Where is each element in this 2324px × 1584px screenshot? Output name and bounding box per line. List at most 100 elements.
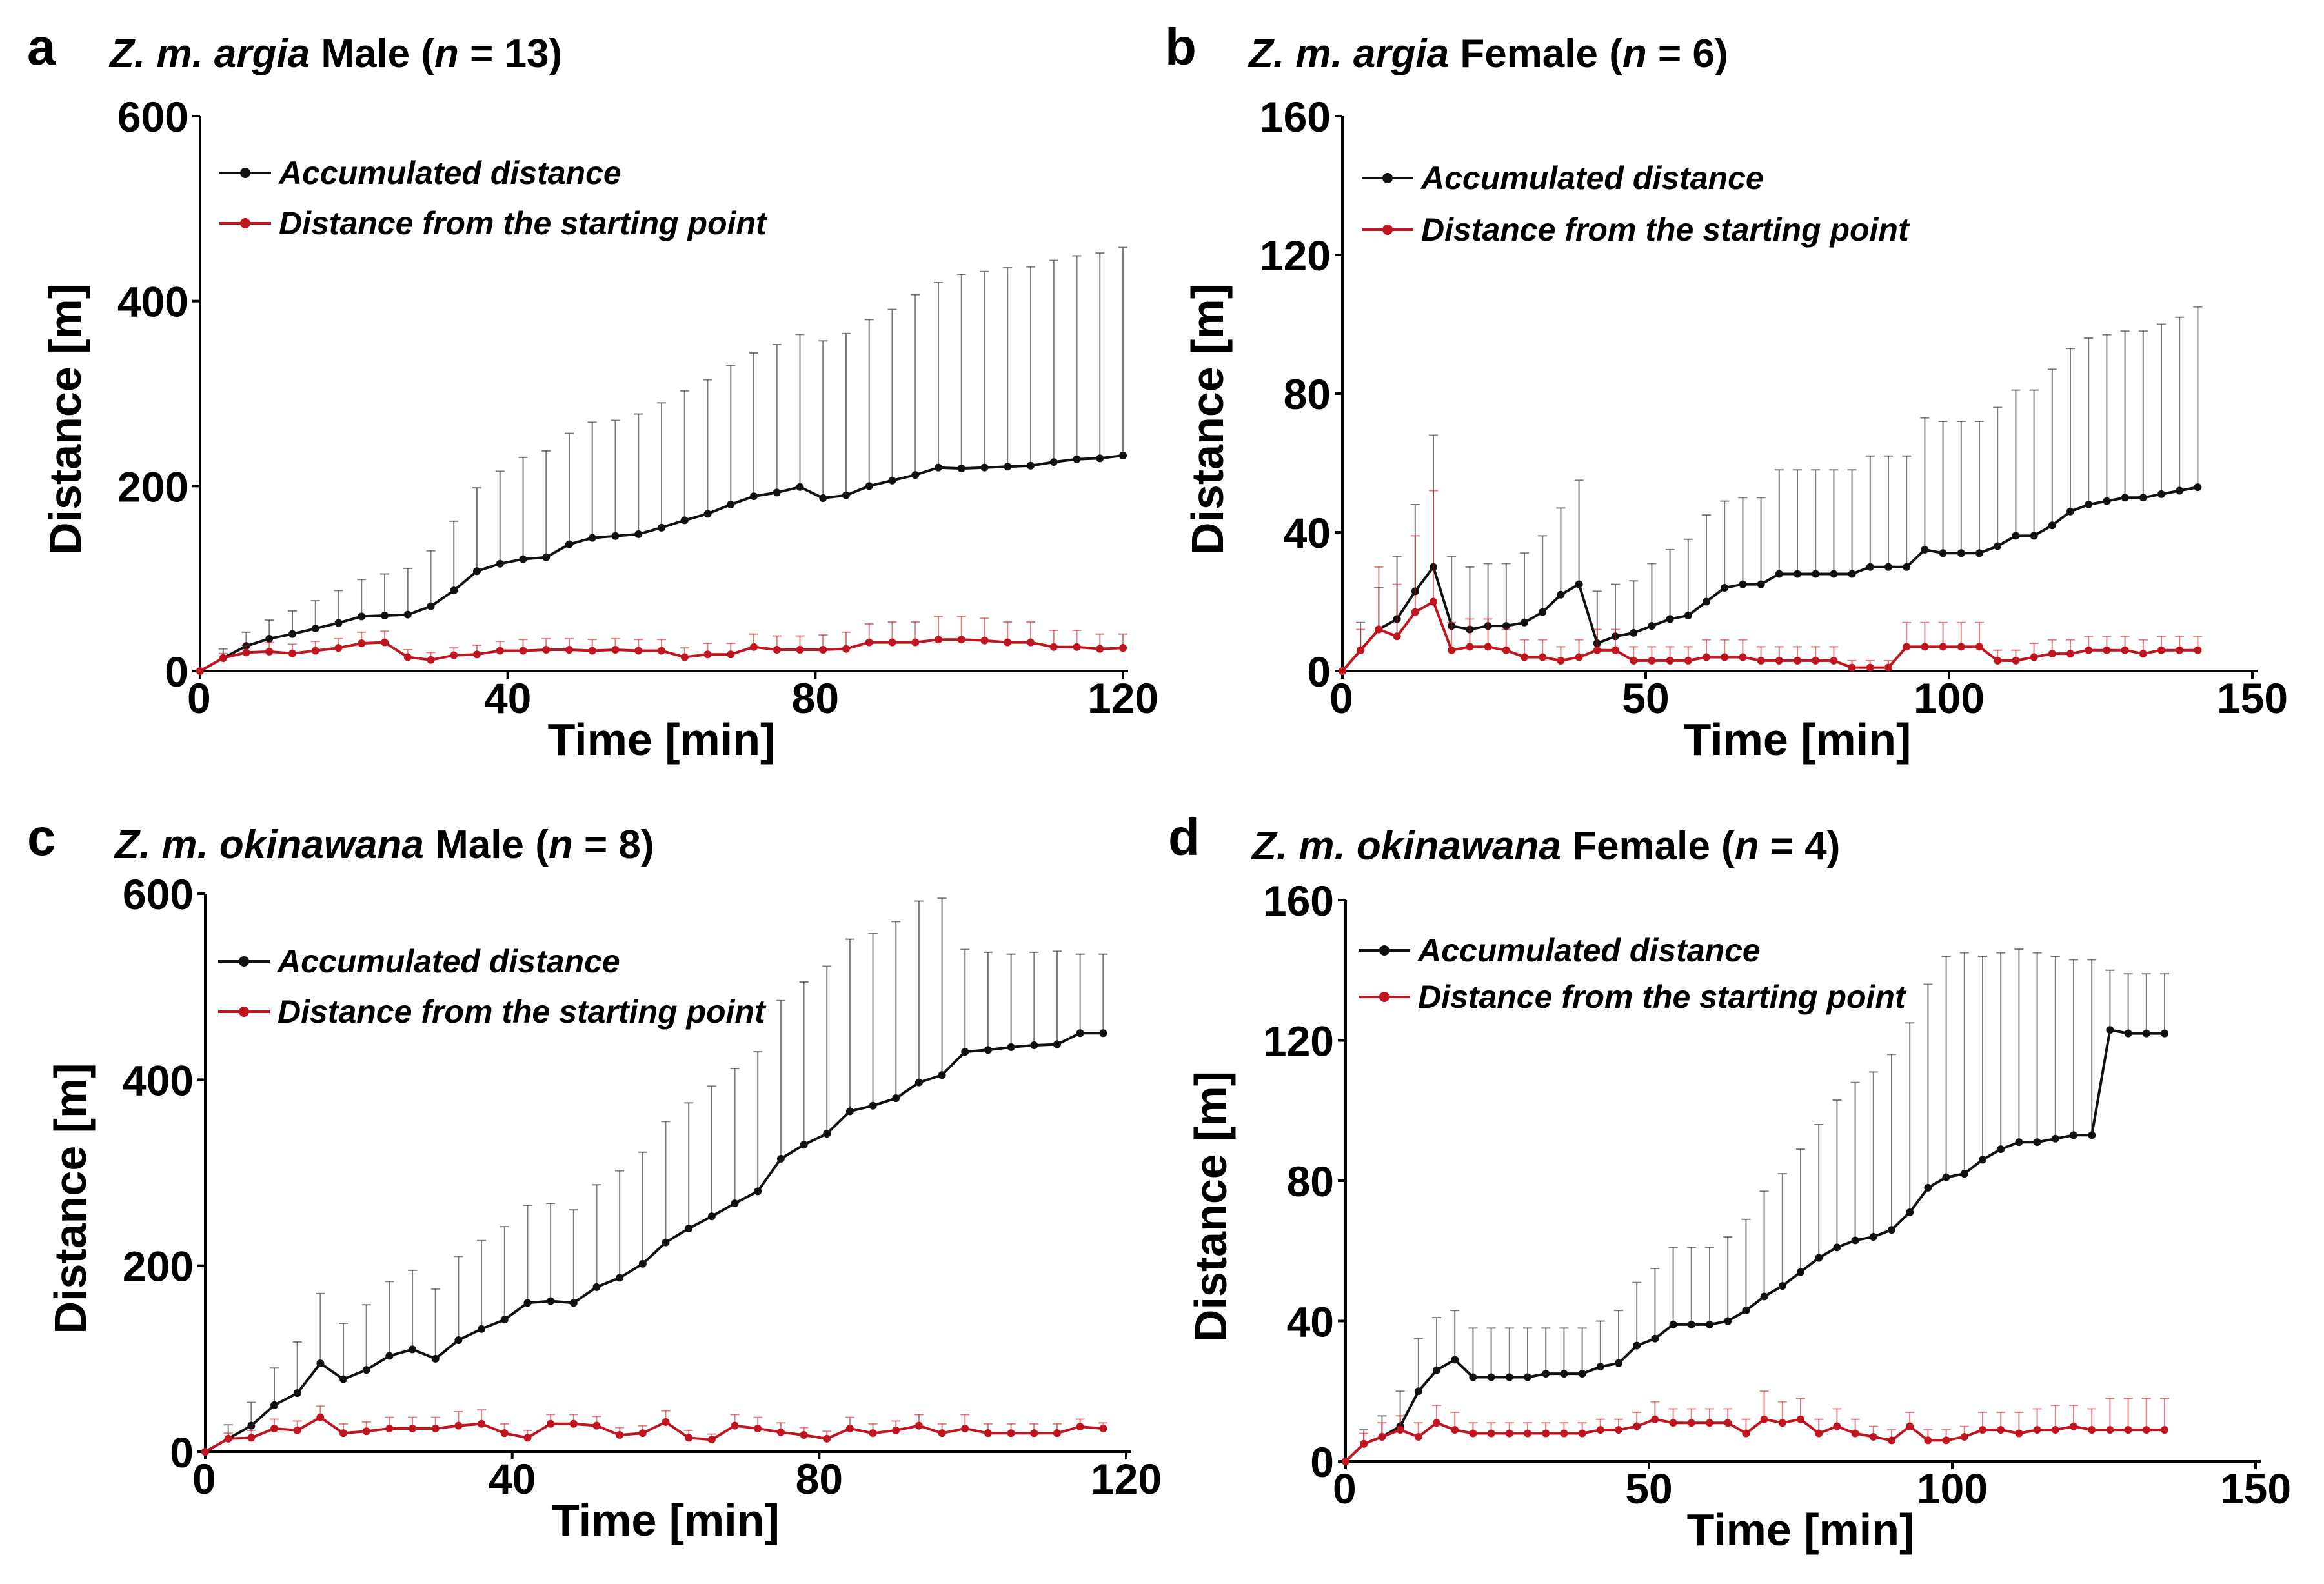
data-point — [938, 1071, 946, 1079]
data-point — [1706, 1419, 1713, 1427]
data-point — [1939, 549, 1947, 557]
x-tick-label: 120 — [1087, 674, 1158, 722]
y-tick-label: 400 — [123, 1056, 194, 1104]
x-tick-label: 150 — [2220, 1465, 2291, 1512]
data-point — [362, 1427, 370, 1436]
data-point — [1869, 1233, 1877, 1241]
data-point — [565, 646, 573, 654]
data-point — [547, 1297, 555, 1305]
data-point — [911, 638, 920, 647]
data-point — [1903, 643, 1911, 651]
data-point — [823, 1129, 831, 1138]
data-point — [938, 1429, 946, 1438]
legend-entry-accumulated: Accumulated distance — [218, 943, 620, 979]
data-point — [1957, 643, 1965, 651]
data-point — [1869, 1432, 1877, 1441]
data-point — [1848, 570, 1856, 578]
data-point — [1739, 653, 1747, 661]
data-point — [542, 553, 551, 561]
data-point — [1724, 1317, 1732, 1325]
data-point — [634, 530, 643, 538]
data-point — [2139, 650, 2147, 658]
data-point — [427, 656, 435, 664]
series-line — [1341, 599, 2198, 672]
data-point — [500, 1429, 509, 1438]
data-point — [750, 643, 758, 651]
data-point — [1560, 1370, 1568, 1378]
data-point — [1099, 1424, 1107, 1432]
data-point — [519, 555, 527, 563]
data-point — [1049, 458, 1058, 466]
data-point — [634, 647, 643, 655]
data-point — [1997, 1145, 2005, 1154]
data-point — [1684, 612, 1692, 619]
data-point — [888, 638, 896, 647]
data-point — [2051, 1134, 2059, 1143]
data-point — [196, 667, 204, 675]
data-point — [1757, 656, 1765, 665]
data-point — [1994, 656, 2002, 665]
data-point — [1888, 1436, 1895, 1445]
data-point — [1119, 644, 1127, 652]
data-point — [1797, 1268, 1804, 1276]
x-tick-label: 50 — [1622, 674, 1669, 722]
data-point — [1053, 1040, 1061, 1048]
data-point — [2176, 646, 2184, 654]
data-point — [727, 650, 735, 659]
data-point — [800, 1431, 808, 1439]
data-point — [1433, 1419, 1440, 1427]
x-tick-label: 150 — [2217, 674, 2288, 722]
data-point — [611, 532, 620, 540]
title-sex: Male ( — [310, 32, 434, 76]
legend-entry-accumulated: Accumulated distance — [219, 155, 621, 191]
data-point — [1960, 1432, 1968, 1441]
data-point — [403, 653, 412, 661]
data-point — [358, 612, 366, 621]
data-point — [1778, 1282, 1786, 1290]
data-point — [496, 647, 504, 655]
data-point — [1030, 1429, 1038, 1438]
data-point — [776, 1428, 785, 1436]
data-point — [1957, 549, 1965, 557]
data-point — [865, 638, 873, 647]
data-point — [450, 586, 458, 595]
data-point — [1096, 454, 1104, 463]
data-point — [362, 1366, 370, 1374]
x-axis-label: Time [min] — [1684, 714, 1912, 765]
data-point — [869, 1429, 877, 1438]
data-point — [703, 510, 712, 518]
data-point — [1687, 1320, 1695, 1328]
data-point — [2157, 646, 2165, 654]
legend-label: Distance from the starting point — [1418, 979, 1907, 1015]
legend-marker — [239, 1007, 249, 1017]
title-n-symbol: n — [434, 32, 459, 76]
series-accumulated — [1339, 306, 2203, 675]
y-tick-label: 600 — [123, 870, 194, 918]
data-point — [1851, 1236, 1859, 1245]
data-point — [224, 1434, 232, 1443]
data-point — [334, 619, 343, 627]
panel-letter: a — [27, 18, 56, 75]
data-point — [431, 1354, 440, 1363]
data-point — [2012, 656, 2020, 665]
data-point — [935, 636, 942, 644]
data-point — [2051, 1426, 2059, 1434]
data-point — [957, 636, 965, 644]
data-point — [2030, 532, 2038, 540]
data-point — [403, 610, 412, 619]
legend-entry-starting-point: Distance from the starting point — [1359, 979, 1907, 1015]
data-point — [611, 646, 620, 654]
y-tick-label: 120 — [1263, 1018, 1334, 1065]
data-point — [658, 647, 665, 655]
data-point — [339, 1375, 348, 1383]
y-axis-label: Distance [m] — [1182, 284, 1233, 555]
data-point — [385, 1352, 394, 1360]
data-point — [542, 646, 551, 654]
chart-title: Z. m. argia Female (n = 6) — [1248, 32, 1728, 76]
data-point — [2142, 1029, 2150, 1038]
title-species: Z. m. okinawana — [1251, 824, 1561, 868]
x-tick-label: 0 — [1329, 674, 1353, 722]
data-point — [980, 463, 989, 472]
data-point — [1651, 1415, 1659, 1423]
